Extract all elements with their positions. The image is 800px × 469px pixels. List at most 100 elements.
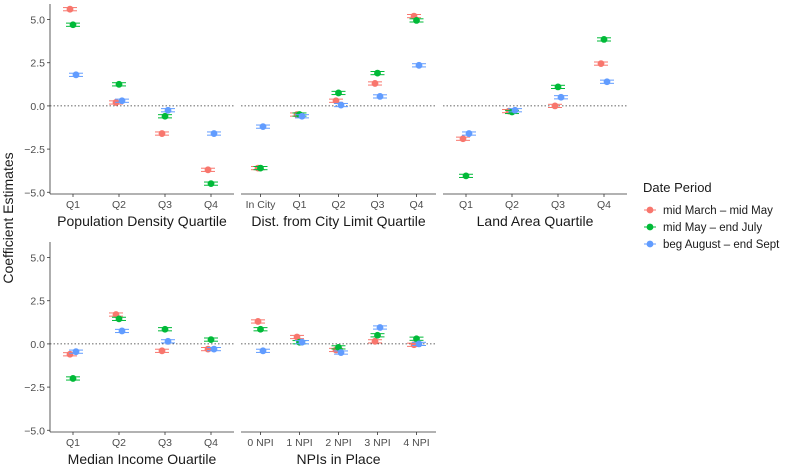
data-point: [118, 97, 126, 105]
data-point: [161, 112, 169, 120]
panel-title: Population Density Quartile: [57, 213, 227, 229]
data-point: [66, 350, 74, 358]
y-axis-title: Coefficient Estimates: [0, 152, 16, 283]
data-point: [164, 337, 172, 345]
data-point: [371, 337, 379, 345]
x-tick-label: Q3: [158, 437, 172, 449]
data-point: [337, 349, 345, 356]
data-point: [164, 106, 172, 114]
x-tick-label: 2 NPI: [325, 437, 351, 449]
data-point: [210, 130, 218, 137]
data-point: [204, 345, 212, 353]
panel-title: Median Income Quartile: [68, 451, 217, 464]
x-tick-label: Q2: [331, 199, 345, 211]
data-point: [603, 78, 611, 86]
data-point: [257, 325, 264, 333]
data-point: [72, 348, 80, 356]
x-tick-label: Q2: [112, 199, 126, 211]
legend-key-point: [646, 240, 654, 248]
x-tick-label: Q1: [66, 199, 80, 211]
x-tick-label: 1 NPI: [286, 437, 312, 449]
data-point: [158, 130, 166, 137]
data-point: [374, 69, 381, 77]
data-point: [257, 164, 264, 172]
panel-2: In City Q1 Q2 Q3 Q4 Dist. from City Limit Qua…: [241, 12, 436, 229]
data-point: [415, 61, 423, 69]
data-point: [207, 336, 215, 343]
data-point: [376, 93, 384, 100]
data-point: [600, 36, 608, 43]
y-tick-label: 0.0: [30, 339, 45, 351]
legend-label: beg August – end Sept: [663, 239, 780, 251]
data-point: [158, 347, 166, 355]
legend-label: mid May – end July: [663, 222, 762, 234]
x-tick-label: Q2: [112, 437, 126, 449]
x-tick-label: Q3: [158, 199, 172, 211]
x-tick-label: Q4: [204, 437, 218, 449]
data-point: [69, 21, 77, 29]
x-tick-label: Q1: [292, 199, 306, 211]
data-point: [597, 60, 605, 67]
legend-title: Date Period: [643, 180, 712, 195]
data-point: [557, 93, 565, 101]
data-point: [376, 324, 384, 331]
legend-key-point: [646, 206, 654, 214]
data-point: [337, 101, 345, 109]
data-point: [69, 375, 77, 382]
panel-title: Dist. from City Limit Quartile: [251, 213, 425, 229]
data-point: [511, 106, 519, 114]
legend-label: mid March – mid May: [663, 205, 773, 217]
y-tick-label: −2.5: [24, 144, 45, 156]
data-point: [415, 340, 423, 348]
data-point: [210, 345, 218, 353]
data-point: [254, 318, 262, 325]
data-point: [259, 347, 267, 355]
data-point: [410, 341, 418, 349]
data-point: [66, 5, 74, 13]
x-tick-label: Q4: [597, 199, 611, 211]
data-point: [413, 17, 420, 24]
data-point: [72, 71, 80, 79]
y-tick-label: −5.0: [24, 187, 45, 199]
panel-title: NPIs in Place: [296, 451, 380, 464]
data-point: [371, 80, 379, 87]
data-point: [374, 331, 381, 339]
x-tick-label: Q2: [505, 199, 519, 211]
legend: Date Period mid March – mid May mid May – …: [643, 180, 780, 251]
panel-1: Q1 Q2 Q3 Q4 Population Density Quartile: [50, 5, 234, 229]
data-point: [293, 333, 301, 341]
data-point: [335, 343, 342, 351]
x-tick-label: Q3: [370, 199, 384, 211]
data-point: [118, 327, 126, 335]
panel-title: Land Area Quartile: [477, 213, 594, 229]
data-point: [554, 83, 562, 91]
legend-key-point: [646, 223, 654, 231]
data-point: [115, 80, 123, 88]
data-point: [161, 325, 169, 333]
data-point: [298, 338, 306, 346]
panel-5: 0 NPI 1 NPI 2 NPI 3 NPI 4 NPI NPIs in Place: [241, 318, 436, 467]
data-point: [298, 112, 306, 120]
x-tick-label: 3 NPI: [364, 437, 390, 449]
x-tick-label: 4 NPI: [403, 437, 429, 449]
data-point: [335, 89, 342, 97]
data-point: [115, 315, 123, 323]
x-tick-label: Q1: [66, 437, 80, 449]
x-tick-label: In City: [246, 199, 277, 211]
data-point: [207, 180, 215, 188]
y-tick-label: 5.0: [30, 15, 45, 27]
x-tick-label: Q4: [409, 199, 423, 211]
data-point: [465, 130, 473, 137]
y-tick-label: 2.5: [30, 58, 45, 70]
data-point: [332, 97, 340, 105]
data-point: [462, 172, 470, 180]
data-point: [413, 335, 420, 343]
x-tick-label: Q1: [459, 199, 473, 211]
data-point: [204, 166, 212, 174]
data-point: [459, 135, 467, 143]
data-point: [259, 123, 267, 131]
y-tick-label: 5.0: [30, 253, 45, 265]
